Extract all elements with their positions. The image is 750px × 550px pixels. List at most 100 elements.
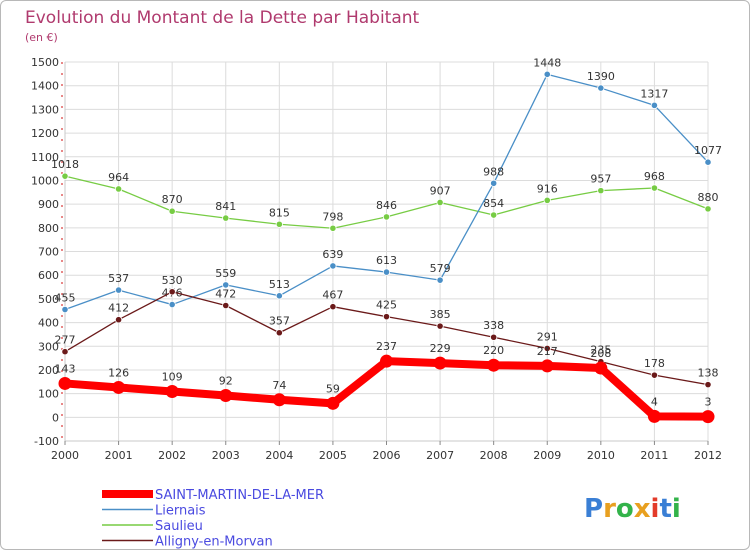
data-point: [436, 276, 444, 284]
y-tick-label: -100: [34, 435, 59, 448]
data-label: 467: [322, 289, 343, 302]
x-tick-label: 2006: [373, 449, 401, 462]
data-label: 425: [376, 299, 397, 312]
x-tick-label: 2012: [694, 449, 722, 462]
data-label: 277: [55, 334, 76, 347]
series-alligny-en-morvan: 277 412 530 472 357 467 425 385 338 291 235 178 138: [55, 274, 719, 389]
y-tick-label: 400: [38, 317, 59, 330]
y-tick-label: 1000: [31, 174, 59, 187]
x-tick-label: 2011: [640, 449, 668, 462]
data-label: 907: [430, 184, 451, 197]
y-tick-label: 0: [52, 411, 59, 424]
data-point: [543, 196, 551, 204]
x-tick-label: 2005: [319, 449, 347, 462]
data-point: [647, 409, 661, 423]
x-tick-label: 2000: [51, 449, 79, 462]
logo-letter: x: [634, 494, 651, 524]
data-point: [487, 358, 501, 372]
data-label: 92: [219, 375, 233, 388]
y-tick-label: 1300: [31, 103, 59, 116]
proxiti-logo: Proxiti: [584, 494, 681, 524]
data-label: 513: [269, 278, 290, 291]
x-tick-label: 2007: [426, 449, 454, 462]
data-point: [112, 380, 126, 394]
data-point: [275, 220, 283, 228]
data-label: 208: [590, 347, 611, 360]
data-label: 1018: [51, 158, 79, 171]
y-tick-label: 1400: [31, 80, 59, 93]
data-point: [597, 84, 605, 92]
data-point: [594, 361, 608, 375]
data-label: 138: [698, 367, 719, 380]
data-point: [490, 333, 498, 341]
y-tick-label: 200: [38, 364, 59, 377]
data-point: [168, 288, 176, 296]
data-label: 579: [430, 262, 451, 275]
data-point: [222, 281, 230, 289]
data-label: 3: [705, 396, 712, 409]
logo-letter: r: [603, 494, 616, 524]
data-label: 854: [483, 197, 504, 210]
data-label: 126: [108, 366, 129, 379]
x-tick-label: 2001: [105, 449, 133, 462]
data-label: 846: [376, 199, 397, 212]
y-tick-label: 800: [38, 222, 59, 235]
data-label: 357: [269, 315, 290, 328]
data-label: 968: [644, 170, 665, 183]
logo-letter: P: [584, 494, 603, 524]
data-label: 338: [483, 319, 504, 332]
data-label: 4: [651, 395, 658, 408]
data-label: 957: [590, 173, 611, 186]
data-label: 235: [590, 344, 611, 357]
chart-subtitle: (en €): [25, 31, 58, 44]
data-label: 1448: [533, 56, 561, 69]
x-tick-label: 2002: [158, 449, 186, 462]
data-label: 229: [430, 342, 451, 355]
data-point: [704, 158, 712, 166]
data-label: 385: [430, 308, 451, 321]
data-point: [326, 396, 340, 410]
data-point: [490, 179, 498, 187]
x-tick-label: 2008: [480, 449, 508, 462]
data-point: [543, 344, 551, 352]
x-tick-label: 2004: [265, 449, 293, 462]
data-label: 237: [376, 340, 397, 353]
y-tick-label: 900: [38, 198, 59, 211]
data-point: [165, 384, 179, 398]
series-layer: 1018 964 870 841 815 798 846 907 854 916 957 968 880…: [51, 56, 722, 424]
data-label: 412: [108, 302, 129, 315]
y-tick-label: 1100: [31, 151, 59, 164]
data-point: [114, 185, 123, 193]
data-point: [329, 262, 337, 270]
legend-label: SAINT-MARTIN-DE-LA-MER: [155, 488, 324, 503]
data-label: 815: [269, 206, 290, 219]
data-point: [704, 205, 712, 213]
data-label: 1077: [694, 144, 722, 157]
data-point: [701, 410, 715, 424]
data-label: 964: [108, 171, 129, 184]
data-point: [543, 70, 551, 78]
data-point: [382, 313, 391, 321]
data-point: [168, 300, 176, 309]
data-label: 841: [215, 200, 236, 213]
data-point: [382, 268, 391, 276]
data-label: 455: [55, 292, 76, 305]
y-tick-label: 500: [38, 293, 59, 306]
data-label: 613: [376, 254, 397, 267]
data-point: [490, 211, 498, 219]
legend: SAINT-MARTIN-DE-LA-MERLiernaisSaulieuAll…: [102, 488, 324, 549]
data-label: 220: [483, 344, 504, 357]
data-point: [114, 286, 123, 294]
series-saulieu: 1018 964 870 841 815 798 846 907 854 916 957 968 880: [51, 158, 719, 232]
logo-letter: o: [616, 494, 634, 524]
y-tick-label: 1200: [31, 127, 59, 140]
data-point: [272, 393, 286, 407]
data-label: 530: [162, 274, 183, 287]
y-tick-label: 300: [38, 340, 59, 353]
data-point: [222, 301, 230, 310]
series-liernais: 4555374765595136396135799881448139013171…: [55, 56, 722, 314]
y-tick-label: 1500: [31, 56, 59, 69]
legend-label: Saulieu: [155, 519, 203, 534]
data-point: [275, 292, 283, 300]
